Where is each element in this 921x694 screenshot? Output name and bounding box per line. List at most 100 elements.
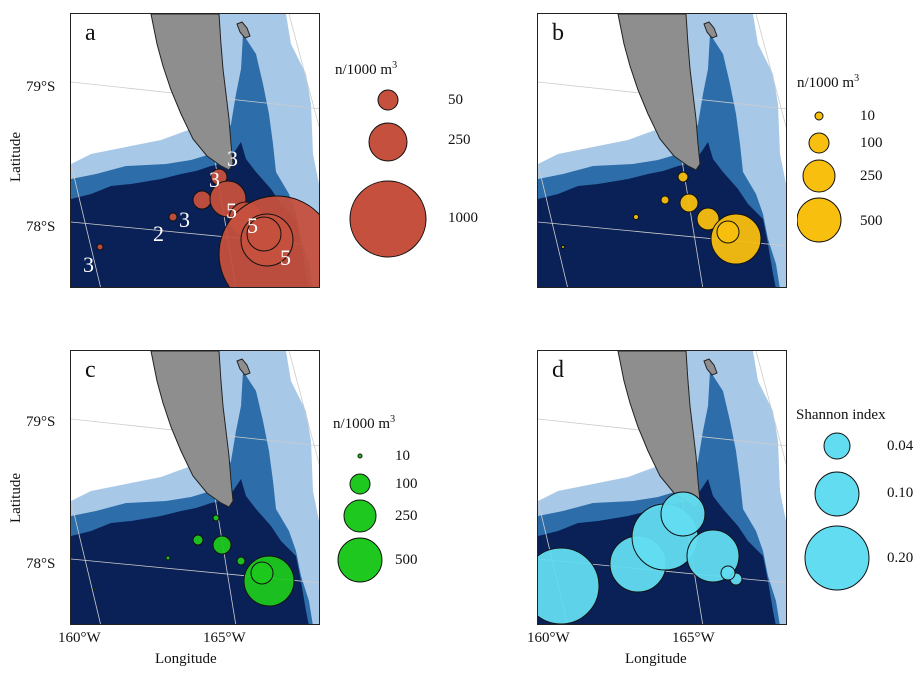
legend-title-a: n/1000 m3 [335,60,398,78]
legend-value: 100 [395,476,418,492]
legend-circle [377,89,399,111]
legend-value: 250 [860,168,883,184]
legend-circle [797,197,842,243]
graticule-line [755,351,786,466]
legend-title-b: n/1000 m3 [797,73,860,91]
legend-value: 250 [448,132,471,148]
legend-value: 1000 [448,210,478,226]
legend-circle [814,471,860,517]
lon-tick-d-165: 165°W [672,630,715,646]
legend-circle [804,525,870,591]
station-point [246,216,282,252]
y-axis-label-a: Latitude [8,132,24,182]
bathymetry-c [71,351,319,624]
x-axis-label-d: Longitude [625,651,687,667]
graticule-line [755,14,786,129]
stations-a [96,168,319,287]
graticule-line [71,163,101,287]
land-c [150,351,251,508]
peninsula-land [617,14,701,171]
legend-circle [337,537,383,583]
station-label: 5 [247,213,258,238]
lat-tick-c-79: 79°S [26,414,56,430]
station-labels-a: 3 3 3 2 3 5 5 5 [83,146,291,277]
legend-d: Shannon index 0.04 0.10 0.20 [796,405,921,685]
panel-label-b: b [552,20,564,46]
panel-label-a: a [85,20,96,46]
station-point [660,195,670,205]
legend-c-svg [337,453,383,583]
legend-c: n/1000 m3 10 100 250 500 [333,414,523,694]
station-point [212,535,232,555]
station-point [212,514,220,522]
station-point [165,555,171,561]
legend-value: 0.20 [887,550,914,566]
peninsula-land [150,14,234,171]
legend-circle [814,111,824,121]
land-d [617,351,718,508]
legend-circle [349,180,427,258]
y-axis-label-c: Latitude [8,473,24,523]
station-point [677,171,689,183]
station-label: 3 [227,146,238,171]
legend-value: 500 [395,552,418,568]
land-b [617,14,718,171]
legend-value: 0.04 [887,438,914,454]
stations-c [93,514,295,607]
legend-title-d: Shannon index [796,407,886,423]
station-point [720,565,736,581]
legend-circle [368,122,408,162]
map-panel-d: d [537,350,787,625]
map-b-svg [538,14,786,287]
legend-value: 500 [860,213,883,229]
graticule-line [71,500,101,624]
panel-label-c: c [85,357,96,383]
graticule-line [288,14,319,129]
legend-value: 0.10 [887,485,914,501]
land-a [150,14,251,171]
station-point [561,245,565,249]
station-point [660,491,706,537]
lat-tick-a-79: 79°S [26,79,56,95]
station-label: 5 [226,198,237,223]
island-land [703,21,718,39]
station-point [192,534,204,546]
legend-circle [343,499,377,533]
map-panel-c: c [70,350,320,625]
map-a-svg: 3 3 3 2 3 5 5 5 [71,14,319,287]
map-c-svg [71,351,319,624]
map-panel-a: 3 3 3 2 3 5 5 5 a [70,13,320,288]
legend-a: n/1000 m3 50 250 1000 [335,60,525,340]
lat-tick-a-78: 78°S [26,219,56,235]
x-axis-label-c: Longitude [155,651,217,667]
station-point [168,212,178,222]
legend-value: 10 [860,108,875,124]
island-land [236,358,251,376]
legend-circle [808,132,830,154]
peninsula-land [150,351,234,508]
lon-tick-c-165: 165°W [203,630,246,646]
station-point [96,243,104,251]
panel-label-d: d [552,357,564,383]
island-land [236,21,251,39]
station-label: 3 [179,207,190,232]
station-label: 2 [153,221,164,246]
stations-b [561,171,762,265]
graticule-line [288,351,319,466]
station-point [236,556,246,566]
legend-circle [357,453,363,459]
lat-tick-c-78: 78°S [26,556,56,572]
station-point [192,190,212,210]
legend-circle [802,159,836,193]
lon-tick-d-160: 160°W [527,630,570,646]
legend-b: n/1000 m3 10 100 250 500 [797,73,921,353]
legend-a-svg [349,89,427,258]
legend-circle [823,432,851,460]
station-label: 3 [83,252,94,277]
legend-value: 100 [860,135,883,151]
graticule-line [538,163,568,287]
legend-title-c: n/1000 m3 [333,414,396,432]
stations-d [538,491,743,624]
legend-circle [349,473,371,495]
legend-value: 50 [448,92,463,108]
